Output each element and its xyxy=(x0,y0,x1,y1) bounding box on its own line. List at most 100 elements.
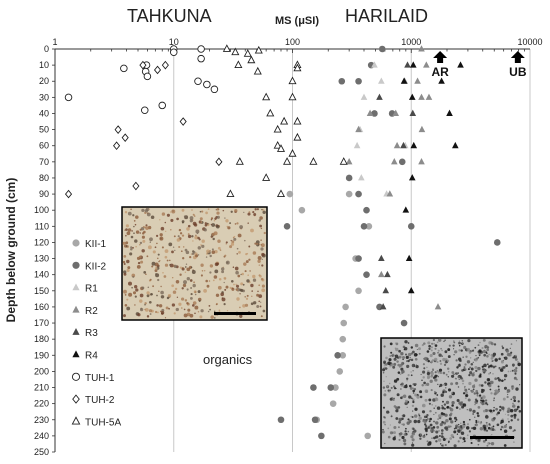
speckle xyxy=(427,341,431,345)
speckle xyxy=(478,349,482,353)
y-tick-label: 20 xyxy=(39,76,49,86)
speckle xyxy=(263,231,266,235)
speckle xyxy=(460,376,463,380)
title-right: HARILAID xyxy=(345,6,428,26)
speckle xyxy=(183,308,186,311)
speckle xyxy=(507,370,510,373)
speckle xyxy=(475,357,479,360)
speckle xyxy=(171,284,175,288)
speckle xyxy=(512,430,514,432)
speckle xyxy=(139,299,143,303)
speckle xyxy=(507,420,510,423)
speckle xyxy=(507,418,509,420)
speckle xyxy=(488,365,491,368)
speckle xyxy=(386,385,389,387)
speckle xyxy=(262,309,266,313)
point-tuh-5a xyxy=(293,132,302,141)
speckle xyxy=(482,350,486,354)
speckle xyxy=(499,368,504,372)
micrograph-inset-organics xyxy=(121,206,268,321)
speckle xyxy=(170,229,172,231)
speckle xyxy=(494,429,496,431)
speckle xyxy=(389,342,393,346)
speckle xyxy=(443,403,447,406)
speckle xyxy=(490,442,495,446)
speckle xyxy=(253,301,257,305)
speckle xyxy=(445,418,449,423)
speckle xyxy=(156,304,159,307)
speckle xyxy=(160,311,165,315)
point-r3 xyxy=(378,254,385,262)
speckle xyxy=(423,367,426,370)
speckle xyxy=(444,413,448,417)
speckle xyxy=(457,386,460,388)
y-tick-label: 150 xyxy=(34,286,49,296)
speckle xyxy=(392,437,396,441)
speckle xyxy=(445,400,450,405)
speckle xyxy=(197,246,202,250)
speckle xyxy=(135,230,140,234)
speckle xyxy=(201,244,205,249)
point-kii-2 xyxy=(283,223,291,230)
speckle xyxy=(494,358,498,362)
speckle xyxy=(503,444,507,447)
speckle xyxy=(490,342,494,346)
speckle xyxy=(387,435,391,439)
speckle xyxy=(477,356,480,359)
legend-label-r2: R2 xyxy=(85,306,98,317)
speckle xyxy=(468,381,472,386)
speckle xyxy=(181,267,184,270)
speckle xyxy=(172,246,175,248)
speckle xyxy=(477,414,480,418)
point-r2 xyxy=(392,109,400,116)
speckle xyxy=(426,418,429,420)
speckle xyxy=(229,245,233,249)
speckle xyxy=(219,249,222,251)
speckle xyxy=(510,343,513,345)
speckle xyxy=(181,307,183,309)
speckle xyxy=(461,379,465,383)
speckle xyxy=(470,367,474,371)
speckle xyxy=(146,291,150,295)
speckle xyxy=(492,365,496,369)
speckle xyxy=(126,298,129,301)
speckle xyxy=(474,403,476,406)
organics-label: organics xyxy=(203,352,253,367)
speckle xyxy=(227,226,231,230)
speckle xyxy=(393,431,396,435)
speckle xyxy=(123,255,127,258)
speckle xyxy=(216,262,219,266)
speckle xyxy=(419,395,423,399)
speckle xyxy=(464,368,467,371)
speckle xyxy=(513,441,515,443)
point-r1 xyxy=(358,174,365,181)
point-r2 xyxy=(391,158,398,165)
speckle xyxy=(211,223,216,227)
speckle xyxy=(137,261,141,265)
speckle xyxy=(136,264,141,269)
speckle xyxy=(445,387,447,389)
speckle xyxy=(137,313,141,317)
speckle xyxy=(427,443,430,446)
speckle xyxy=(468,351,472,354)
speckle xyxy=(457,429,461,433)
speckle xyxy=(441,355,443,357)
speckle xyxy=(501,346,505,350)
speckle xyxy=(489,372,491,374)
speckle xyxy=(449,408,454,412)
speckle xyxy=(260,239,262,241)
speckle xyxy=(456,366,459,369)
speckle xyxy=(157,253,160,256)
point-tuh-1 xyxy=(158,101,166,110)
speckle xyxy=(246,279,250,283)
speckle xyxy=(222,209,225,212)
speckle xyxy=(422,376,425,379)
speckle xyxy=(473,392,477,395)
speckle xyxy=(453,340,455,342)
speckle xyxy=(452,344,455,347)
speckle xyxy=(400,352,404,356)
speckle xyxy=(497,376,500,380)
speckle xyxy=(193,215,196,217)
speckle xyxy=(413,365,415,367)
speckle xyxy=(452,436,455,439)
